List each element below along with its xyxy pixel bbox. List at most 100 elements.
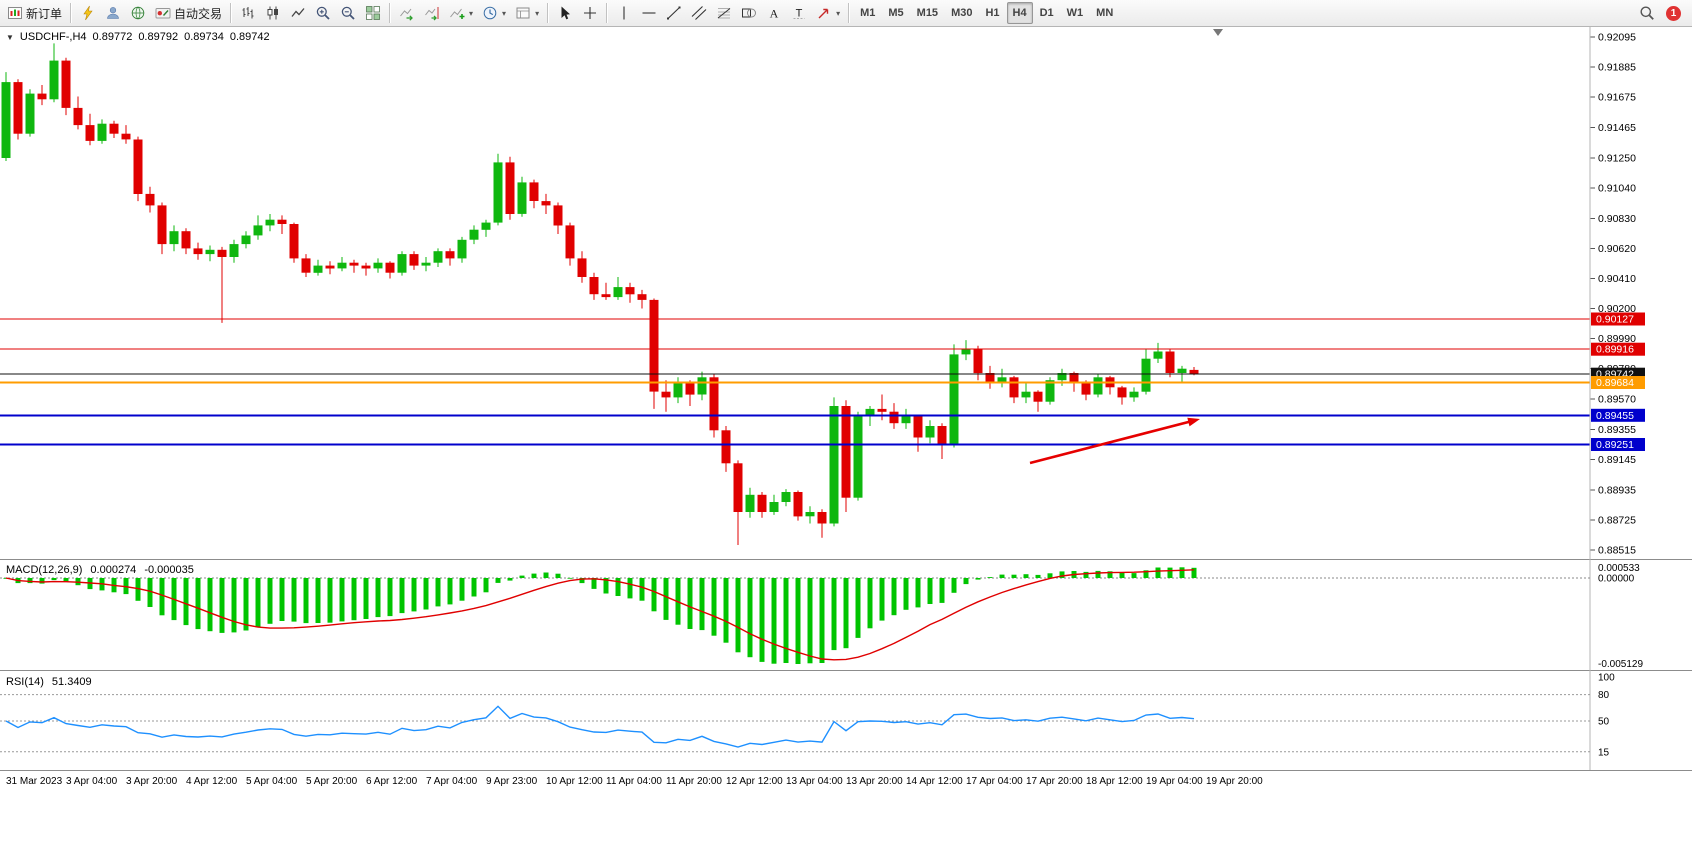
toolbar-separator bbox=[389, 3, 392, 23]
tile-windows-icon bbox=[365, 5, 381, 21]
svg-text:4 Apr 12:00: 4 Apr 12:00 bbox=[186, 776, 238, 787]
timeframe-h4-button[interactable]: H4 bbox=[1006, 2, 1033, 24]
symbol-dropdown-caret[interactable]: ▼ bbox=[6, 32, 14, 42]
svg-text:31 Mar 2023: 31 Mar 2023 bbox=[6, 776, 63, 787]
new-order-label: 新订单 bbox=[26, 6, 63, 21]
svg-text:0.91885: 0.91885 bbox=[1598, 62, 1636, 74]
bar-chart-button[interactable] bbox=[236, 2, 260, 24]
new-order-icon bbox=[7, 5, 23, 21]
text-button[interactable]: A bbox=[762, 2, 786, 24]
svg-text:0.92095: 0.92095 bbox=[1598, 32, 1636, 44]
svg-text:18 Apr 12:00: 18 Apr 12:00 bbox=[1086, 776, 1143, 787]
svg-text:11 Apr 20:00: 11 Apr 20:00 bbox=[666, 776, 722, 787]
svg-text:17 Apr 20:00: 17 Apr 20:00 bbox=[1026, 776, 1083, 787]
macd-label: MACD(12,26,9) 0.000274 -0.000035 bbox=[6, 564, 194, 576]
timeframe-m1-button[interactable]: M1 bbox=[854, 2, 881, 24]
timeframe-h1-button[interactable]: H1 bbox=[979, 2, 1005, 24]
trendline-button[interactable] bbox=[662, 2, 686, 24]
template-icon bbox=[515, 5, 531, 21]
vline-icon bbox=[616, 5, 632, 21]
community-button[interactable] bbox=[126, 2, 150, 24]
periods-button[interactable]: ▾ bbox=[478, 2, 510, 24]
chevron-down-icon: ▾ bbox=[836, 8, 841, 18]
arrow-tool-icon bbox=[816, 5, 832, 21]
ohlc-close: 0.89742 bbox=[229, 31, 270, 43]
timeframe-d1-button[interactable]: D1 bbox=[1034, 2, 1060, 24]
svg-text:80: 80 bbox=[1598, 690, 1610, 701]
new-order-button[interactable]: 新订单 bbox=[3, 2, 66, 24]
crosshair-button[interactable] bbox=[578, 2, 602, 24]
svg-text:5 Apr 04:00: 5 Apr 04:00 bbox=[246, 776, 298, 787]
templates-button[interactable]: ▾ bbox=[511, 2, 543, 24]
chart-region: 0.92095 0.91885 0.91675 0.91465 0.91250 0.910… bbox=[0, 27, 1692, 852]
svg-text:0.89355: 0.89355 bbox=[1598, 424, 1636, 436]
candlestick-chart-button[interactable] bbox=[261, 2, 285, 24]
chevron-down-icon: ▾ bbox=[502, 8, 507, 18]
svg-text:100: 100 bbox=[1598, 673, 1615, 684]
svg-text:0.90200: 0.90200 bbox=[1598, 303, 1636, 315]
chart-shift-button[interactable] bbox=[420, 2, 444, 24]
zoom-out-button[interactable] bbox=[336, 2, 360, 24]
label-icon: T bbox=[791, 5, 807, 21]
time-scale[interactable] bbox=[0, 771, 1590, 791]
timeframe-m5-button[interactable]: M5 bbox=[882, 2, 909, 24]
cursor-button[interactable] bbox=[553, 2, 577, 24]
chart-shift-icon bbox=[424, 5, 440, 21]
zoom-out-icon bbox=[340, 5, 356, 21]
timeframe-mn-button[interactable]: MN bbox=[1090, 2, 1119, 24]
svg-text:14 Apr 12:00: 14 Apr 12:00 bbox=[906, 776, 963, 787]
macd-value-main: 0.000274 bbox=[90, 564, 137, 576]
symbol-period-label: USDCHF-,H4 bbox=[19, 31, 87, 43]
shapes-button[interactable] bbox=[737, 2, 761, 24]
toolbar-right: 1 bbox=[1635, 2, 1689, 24]
rsi-label: RSI(14) 51.3409 bbox=[6, 676, 92, 688]
arrows-tool-button[interactable]: ▾ bbox=[812, 2, 844, 24]
svg-text:0.89570: 0.89570 bbox=[1598, 393, 1636, 405]
autotrading-button[interactable]: 自动交易 bbox=[151, 2, 226, 24]
svg-text:0.91675: 0.91675 bbox=[1598, 92, 1636, 104]
bar-chart-icon bbox=[240, 5, 256, 21]
svg-text:0.88515: 0.88515 bbox=[1598, 545, 1636, 557]
timeframe-m15-button[interactable]: M15 bbox=[911, 2, 944, 24]
text-label-button[interactable]: T bbox=[787, 2, 811, 24]
fibonacci-button[interactable] bbox=[712, 2, 736, 24]
profiles-button[interactable] bbox=[101, 2, 125, 24]
channel-button[interactable] bbox=[687, 2, 711, 24]
auto-scroll-icon bbox=[399, 5, 415, 21]
ohlc-open: 0.89772 bbox=[92, 31, 133, 43]
svg-text:13 Apr 20:00: 13 Apr 20:00 bbox=[846, 776, 903, 787]
svg-text:3 Apr 20:00: 3 Apr 20:00 bbox=[126, 776, 178, 787]
svg-text:0.90127: 0.90127 bbox=[1596, 314, 1634, 326]
ohlc-low: 0.89734 bbox=[184, 31, 224, 43]
svg-text:7 Apr 04:00: 7 Apr 04:00 bbox=[426, 776, 478, 787]
svg-text:0.90830: 0.90830 bbox=[1598, 213, 1636, 225]
timeframe-m30-button[interactable]: M30 bbox=[945, 2, 978, 24]
cursor-icon bbox=[557, 5, 573, 21]
charts-stack-button[interactable] bbox=[76, 2, 100, 24]
search-icon bbox=[1639, 5, 1655, 21]
indicators-button[interactable]: ▾ bbox=[445, 2, 477, 24]
zoom-in-button[interactable] bbox=[311, 2, 335, 24]
profile-icon bbox=[105, 5, 121, 21]
svg-text:T: T bbox=[796, 8, 803, 20]
candlestick-icon bbox=[265, 5, 281, 21]
svg-text:0.88935: 0.88935 bbox=[1598, 484, 1636, 496]
notification-badge[interactable]: 1 bbox=[1666, 5, 1681, 21]
toolbar-separator bbox=[606, 3, 609, 23]
price-scale[interactable] bbox=[1592, 27, 1692, 767]
search-button[interactable] bbox=[1635, 2, 1659, 24]
svg-text:0.88725: 0.88725 bbox=[1598, 514, 1636, 526]
macd-value-signal: -0.000035 bbox=[144, 564, 194, 576]
auto-scroll-button[interactable] bbox=[395, 2, 419, 24]
line-chart-button[interactable] bbox=[286, 2, 310, 24]
shapes-icon bbox=[741, 5, 757, 21]
timeframe-w1-button[interactable]: W1 bbox=[1061, 2, 1090, 24]
svg-text:3 Apr 04:00: 3 Apr 04:00 bbox=[66, 776, 118, 787]
vertical-line-button[interactable] bbox=[612, 2, 636, 24]
chart-canvas[interactable]: 0.92095 0.91885 0.91675 0.91465 0.91250 0.910… bbox=[0, 27, 1692, 852]
tile-windows-button[interactable] bbox=[361, 2, 385, 24]
horizontal-line-button[interactable] bbox=[637, 2, 661, 24]
svg-text:11 Apr 04:00: 11 Apr 04:00 bbox=[606, 776, 662, 787]
chevron-down-icon: ▾ bbox=[469, 8, 474, 18]
